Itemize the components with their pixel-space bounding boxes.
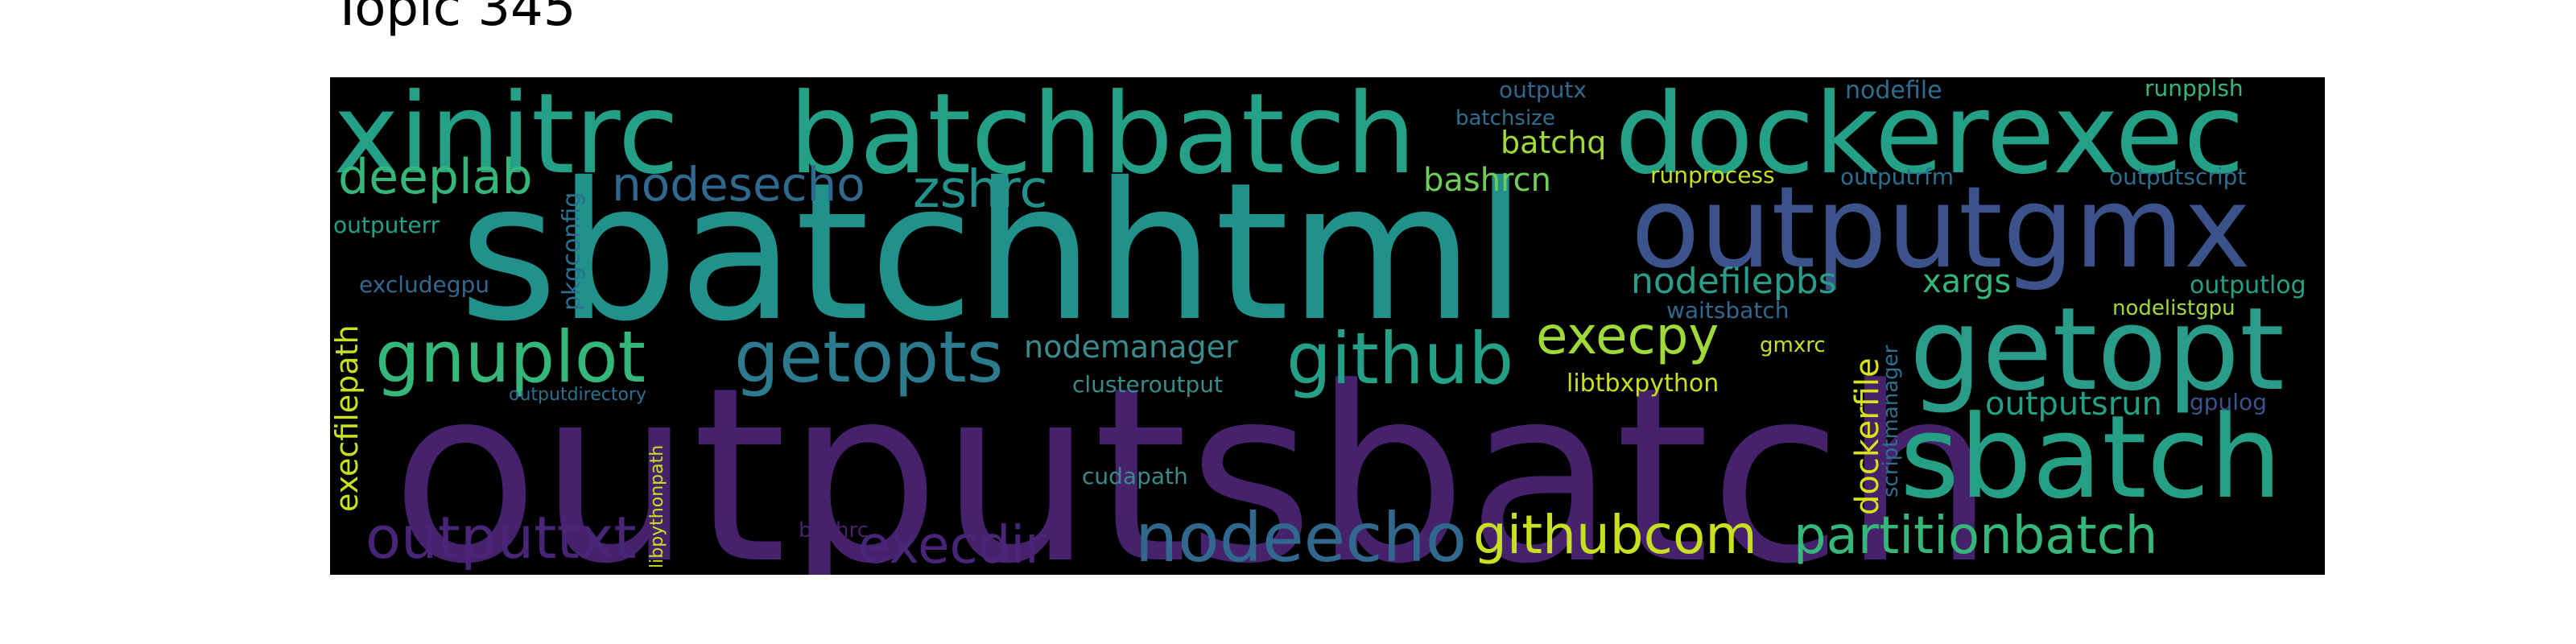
word-libpythonpath: libpythonpath [647,444,667,568]
word-deeplab: deeplab [338,149,533,205]
word-outputsrun: outputsrun [1985,386,2162,423]
word-excludegpu: excludegpu [359,271,490,298]
word-execdir: execdir [858,516,1046,575]
word-libtbxpython: libtbxpython [1567,369,1719,398]
word-clusteroutput: clusteroutput [1072,371,1223,398]
word-outputtxt: outputtxt [365,504,637,572]
word-batchsize: batchsize [1455,106,1555,130]
word-outputx: outputx [1499,77,1587,103]
word-githubcom: githubcom [1473,504,1757,566]
word-nodefile: nodefile [1845,77,1942,105]
word-getopt: getopt [1909,283,2285,416]
word-scriptmanager: scriptmanager [1879,345,1903,497]
word-nodemanager: nodemanager [1024,329,1238,365]
word-outputsbatch: outputsbatch [391,336,1996,576]
chart-title: Topic 345 [332,0,576,38]
word-cloud: outputsbatch sbatchhtml xinitrc batchbat… [330,77,2325,575]
word-outputdirectory: outputdirectory [509,385,646,405]
word-partitionbatch: partitionbatch [1794,506,2158,566]
word-waitsbatch: waitsbatch [1666,297,1790,324]
word-execfilepath: execfilepath [330,324,365,512]
word-zshrc: zshrc [913,160,1048,220]
word-nodelistgpu: nodelistgpu [2112,296,2235,320]
word-runpplsh: runpplsh [2145,77,2244,101]
word-nodeecho: nodeecho [1135,498,1468,575]
word-nodefilepbs: nodefilepbs [1631,261,1837,302]
word-sbatch: sbatch [1900,391,2282,524]
word-nodesecho: nodesecho [612,157,865,212]
word-outputscript: outputscript [2109,163,2247,190]
word-batchbatch: batchbatch [789,77,1417,199]
word-gmxrc: gmxrc [1760,333,1826,357]
word-github: github [1286,317,1514,400]
word-getopts: getopts [734,316,1004,398]
word-bashrc: bashrc [799,518,869,543]
word-xinitrc: xinitrc [333,77,679,199]
word-cudapath: cudapath [1082,463,1188,489]
word-pkgconfig: pkgconfig [558,192,586,311]
word-sbatchhtml: sbatchhtml [459,142,1527,363]
word-bashrcn: bashrcn [1423,162,1552,199]
word-batchq: batchq [1501,125,1607,160]
word-outputerr: outputerr [333,212,440,238]
word-runprocess: runprocess [1650,162,1775,188]
word-outputlog: outputlog [2190,271,2306,299]
word-gnuplot: gnuplot [375,316,646,398]
word-outputgmx: outputgmx [1631,163,2251,294]
word-dockerexec: dockerexec [1615,77,2245,199]
word-execpy: execpy [1536,307,1719,366]
word-outputrfm: outputrfm [1840,163,1954,190]
word-gpulog: gpulog [2190,389,2267,415]
word-xargs: xargs [1922,263,2012,300]
